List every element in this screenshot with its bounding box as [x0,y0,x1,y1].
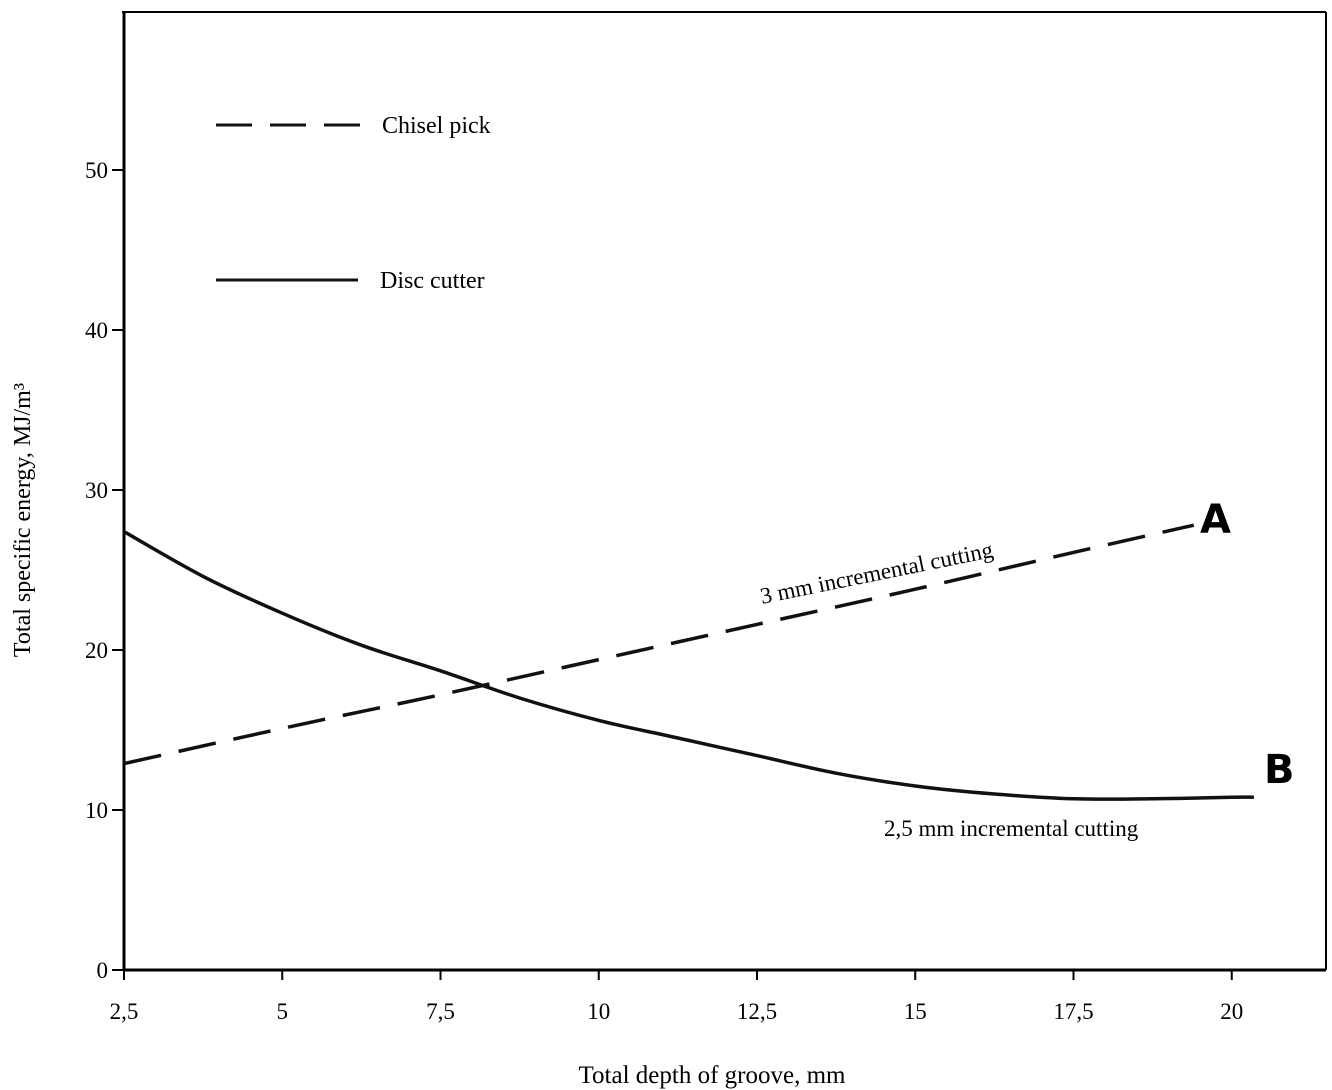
x-tick-label: 5 [277,999,289,1024]
x-tick-label: 7,5 [426,999,455,1024]
axes [122,11,1327,972]
y-tick-label: 20 [85,638,108,663]
legend: Chisel pick Disc cutter [216,113,491,294]
y-axis-title: Total specific energy, MJ/m³ [10,383,36,657]
legend-label-chisel-pick: Chisel pick [382,113,491,139]
y-tick-label: 30 [85,478,108,503]
series-line-chisel-pick [123,523,1195,766]
series [123,523,1254,801]
annotation-2-5mm: 2,5 mm incremental cutting [884,816,1139,841]
x-tick-label: 12,5 [737,999,777,1024]
x-tick-label: 15 [904,999,927,1024]
ticks: 2,5 5 7,5 10 12,5 15 17,5 20 0 10 20 30 40 50 [85,158,1243,1024]
x-tick-label: 17,5 [1053,999,1093,1024]
series-line-disc-cutter [123,530,1254,801]
x-tick-label: 2,5 [110,999,139,1024]
x-tick-label: 10 [587,999,610,1024]
annotation-3mm: 3 mm incremental cutting [758,537,996,609]
curve-label-b: B [1264,747,1295,793]
y-tick-label: 10 [85,798,108,823]
y-tick-label: 50 [85,158,108,183]
y-tick-label: 40 [85,318,108,343]
x-axis-title: Total depth of groove, mm [579,1062,846,1089]
y-tick-label: 0 [97,958,109,983]
annotations: 3 mm incremental cutting 2,5 mm incremen… [758,497,1294,841]
curve-label-a: A [1200,497,1231,543]
legend-label-disc-cutter: Disc cutter [380,268,485,294]
x-tick-label: 20 [1220,999,1243,1024]
